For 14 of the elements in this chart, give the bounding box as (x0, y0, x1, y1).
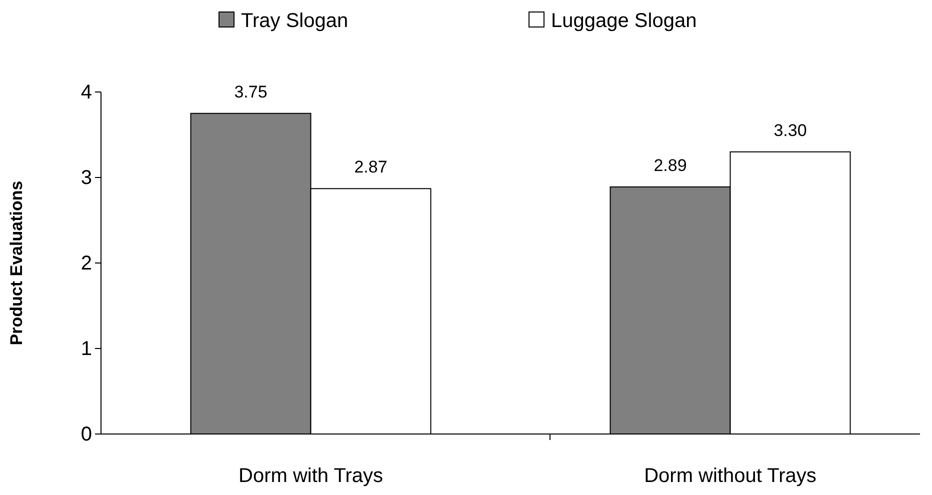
data-label: 2.87 (354, 158, 388, 177)
data-label: 3.75 (234, 82, 268, 102)
y-axis-title: Product Evaluations (7, 180, 26, 346)
data-label: 2.89 (654, 156, 687, 175)
y-tick-label: 1 (80, 338, 92, 360)
y-tick-label: 0 (80, 423, 92, 446)
legend-label: Tray Slogan (241, 10, 348, 32)
y-tick-label: 4 (80, 81, 92, 104)
legend-label: Luggage Slogan (551, 10, 697, 32)
y-tick-label: 2 (80, 252, 92, 274)
data-label: 3.30 (774, 120, 807, 140)
x-tick-label: Dorm without Trays (644, 465, 816, 487)
x-tick-label: Dorm with Trays (238, 465, 383, 487)
y-tick-label: 3 (80, 166, 92, 189)
